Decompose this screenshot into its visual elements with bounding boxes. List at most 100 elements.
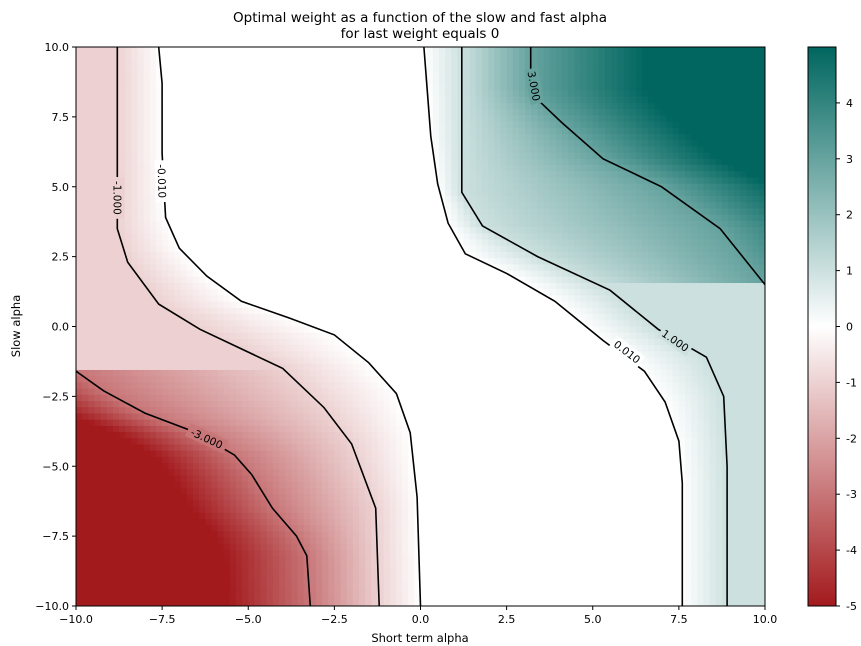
field-cell bbox=[457, 140, 465, 147]
field-cell bbox=[463, 314, 471, 321]
field-cell bbox=[728, 127, 735, 135]
field-cell bbox=[617, 121, 625, 129]
field-cell bbox=[672, 90, 680, 98]
field-cell bbox=[395, 53, 403, 61]
field-cell bbox=[469, 171, 477, 179]
field-cell bbox=[654, 301, 662, 309]
field-cell bbox=[463, 245, 471, 253]
field-cell bbox=[340, 78, 348, 85]
field-cell bbox=[469, 289, 477, 297]
field-cell bbox=[149, 251, 157, 259]
field-cell bbox=[365, 239, 372, 247]
field-cell bbox=[106, 214, 114, 222]
field-cell bbox=[420, 102, 428, 110]
field-cell bbox=[758, 239, 765, 247]
field-cell bbox=[574, 177, 582, 185]
field-cell bbox=[334, 251, 342, 259]
field-cell bbox=[740, 102, 748, 110]
field-cell bbox=[506, 59, 514, 67]
field-cell bbox=[352, 71, 360, 79]
field-cell bbox=[531, 283, 538, 290]
field-cell bbox=[574, 47, 582, 54]
field-cell bbox=[137, 208, 145, 216]
field-cell bbox=[143, 102, 151, 110]
field-cell bbox=[315, 78, 323, 85]
field-cell bbox=[112, 165, 120, 172]
field-cell bbox=[568, 283, 575, 290]
field-cell bbox=[494, 115, 502, 123]
field-cell bbox=[752, 47, 760, 54]
field-cell bbox=[162, 90, 169, 98]
field-cell bbox=[174, 283, 182, 290]
field-cell bbox=[414, 233, 422, 241]
field-cell bbox=[174, 90, 182, 98]
field-cell bbox=[709, 115, 717, 123]
field-cell bbox=[654, 121, 662, 129]
field-cell bbox=[377, 84, 385, 92]
field-cell bbox=[82, 90, 89, 98]
field-cell bbox=[162, 258, 169, 265]
field-cell bbox=[549, 314, 557, 321]
field-cell bbox=[678, 53, 686, 61]
field-cell bbox=[352, 158, 360, 166]
field-cell bbox=[377, 183, 385, 191]
field-cell bbox=[666, 71, 674, 79]
field-cell bbox=[512, 90, 520, 98]
field-cell bbox=[328, 65, 335, 73]
field-cell bbox=[648, 289, 655, 297]
field-cell bbox=[291, 158, 299, 166]
field-cell bbox=[260, 289, 268, 297]
field-cell bbox=[451, 320, 459, 328]
field-cell bbox=[229, 276, 237, 284]
field-cell bbox=[291, 239, 299, 247]
field-cell bbox=[137, 320, 145, 328]
field-cell bbox=[678, 158, 686, 166]
field-cell bbox=[315, 276, 323, 284]
field-cell bbox=[137, 71, 145, 79]
field-cell bbox=[426, 78, 434, 85]
field-cell bbox=[94, 53, 102, 61]
field-cell bbox=[752, 84, 760, 92]
field-cell bbox=[352, 233, 360, 241]
field-cell bbox=[211, 102, 219, 110]
field-cell bbox=[242, 78, 249, 85]
field-cell bbox=[500, 239, 508, 247]
field-cell bbox=[303, 233, 311, 241]
field-cell bbox=[703, 146, 711, 154]
field-cell bbox=[229, 245, 237, 253]
field-cell bbox=[666, 295, 674, 303]
field-cell bbox=[266, 214, 274, 222]
field-cell bbox=[371, 314, 379, 321]
field-cell bbox=[205, 84, 212, 92]
field-cell bbox=[531, 239, 538, 247]
field-cell bbox=[199, 71, 206, 79]
field-cell bbox=[82, 233, 89, 241]
field-cell bbox=[162, 78, 169, 85]
field-cell bbox=[291, 227, 299, 234]
field-cell bbox=[217, 189, 225, 197]
field-cell bbox=[82, 283, 89, 290]
field-cell bbox=[346, 171, 354, 179]
field-cell bbox=[211, 270, 219, 278]
field-cell bbox=[420, 59, 428, 67]
field-cell bbox=[229, 239, 237, 247]
field-cell bbox=[475, 152, 483, 160]
field-cell bbox=[285, 133, 292, 141]
field-cell bbox=[315, 239, 323, 247]
field-cell bbox=[315, 214, 323, 222]
field-cell bbox=[205, 171, 212, 179]
field-cell bbox=[260, 165, 268, 172]
field-cell bbox=[211, 289, 219, 297]
field-cell bbox=[162, 152, 169, 160]
field-cell bbox=[457, 146, 465, 154]
field-cell bbox=[549, 127, 557, 135]
field-cell bbox=[395, 90, 403, 98]
field-cell bbox=[537, 295, 545, 303]
field-cell bbox=[328, 133, 335, 141]
field-cell bbox=[672, 301, 680, 309]
field-cell bbox=[586, 183, 594, 191]
field-cell bbox=[537, 270, 545, 278]
field-cell bbox=[746, 158, 754, 166]
field-cell bbox=[457, 264, 465, 272]
field-cell bbox=[721, 283, 729, 290]
